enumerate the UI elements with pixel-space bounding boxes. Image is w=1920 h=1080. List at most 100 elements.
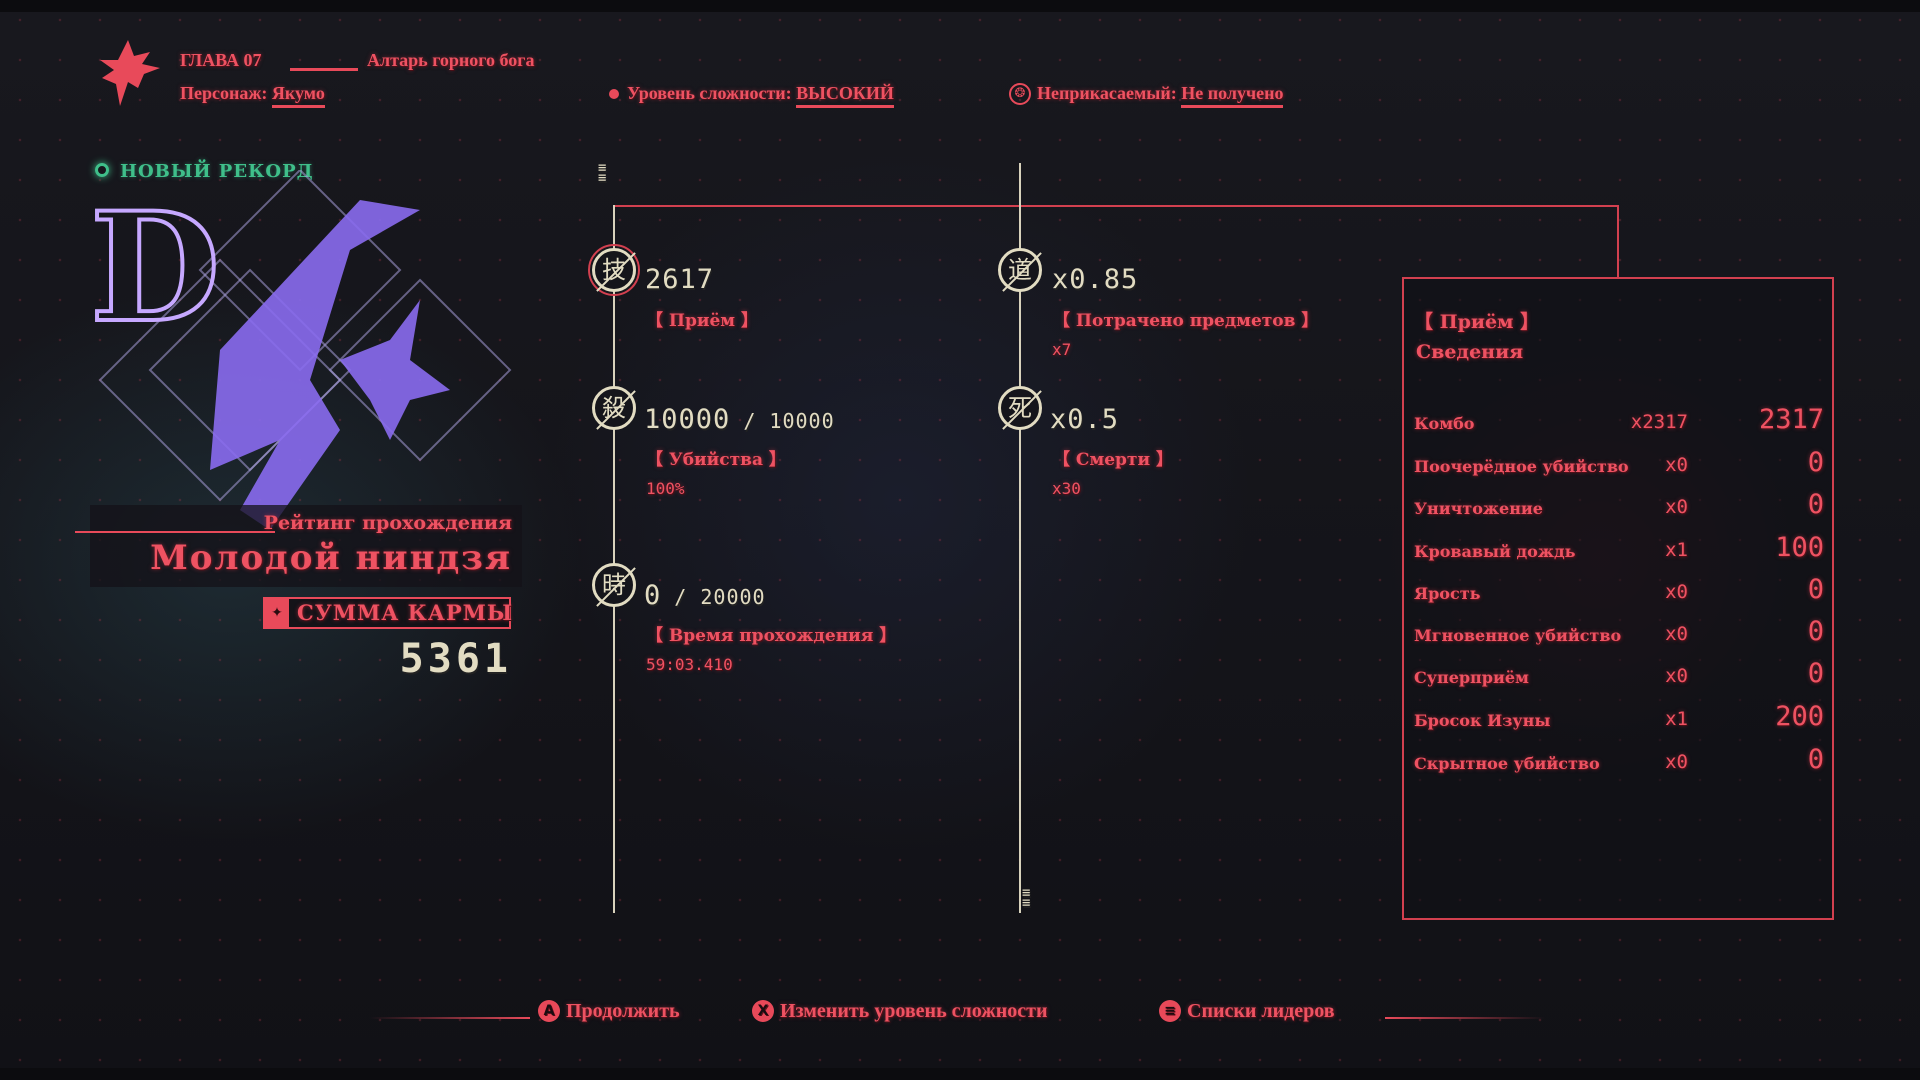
stats-column-line-right [1019,163,1021,913]
detail-row: Бросок Изуны x1 200 [1414,701,1824,732]
detail-value: 2317 [1758,404,1824,435]
detail-row: Поочерёдное убийство x0 0 [1414,447,1824,478]
detail-name: Скрытное убийство [1414,754,1600,773]
kills-value: 10000 [644,404,731,435]
time-max: 20000 [700,585,766,609]
time-label-text: Время прохождения [668,626,874,646]
detail-row: Ярость x0 0 [1414,574,1824,605]
character-label: Персонаж: [180,83,268,103]
bottom-frame [0,1068,1920,1080]
untouchable-value: Не получено [1181,83,1284,108]
items-kanji-icon: 道 [998,248,1042,292]
character-name: Якумо [271,83,325,108]
items-count: x7 [1052,340,1072,359]
detail-value: 0 [1807,447,1824,478]
continue-button[interactable]: A Продолжить [538,1000,680,1023]
detail-row: Комбо x2317 2317 [1414,404,1824,435]
footer-line-left [370,1017,530,1019]
glyph-marker-icon: ≡ ≡ [598,160,607,186]
deaths-label: 【 Смерти 】 [1053,450,1173,470]
rank-letter-d: D [90,180,220,356]
details-title: 【 Приём 】 [1414,311,1540,333]
kills-percent: 100% [646,479,685,498]
deaths-label-text: Смерти [1075,450,1151,470]
kills-score: 10000 / 10000 [644,404,835,435]
stats-column-line-left [613,205,615,913]
top-frame [0,0,1920,12]
time-kanji-icon: 時 [592,563,636,607]
shuriken-icon [340,300,450,440]
detail-name: Бросок Изуны [1414,711,1551,730]
karma-label: СУММА КАРМЫ [297,600,514,625]
detail-row: Суперприём x0 0 [1414,658,1824,689]
karma-total: 5361 [399,636,512,682]
detail-value: 0 [1807,574,1824,605]
new-record-icon [95,163,109,177]
detail-name: Ярость [1414,584,1481,603]
chapter-number: ГЛАВА 07 [180,50,262,70]
difficulty-label: Уровень сложности: [627,83,792,103]
technique-label: 【 Приём 】 [646,311,758,331]
detail-mult: x1 [1665,708,1688,730]
items-label: 【 Потрачено предметов 】 [1053,311,1319,331]
top-connector-line [614,205,1618,207]
detail-mult: x0 [1665,751,1688,773]
detail-value: 0 [1807,489,1824,520]
details-panel: 【 Приём 】 Сведения Комбо x2317 2317 Поочер… [1402,277,1834,920]
chapter-divider [290,68,358,71]
deaths-multiplier: x0.5 [1050,404,1120,435]
deaths-count: x30 [1052,479,1081,498]
detail-row: Уничтожение x0 0 [1414,489,1824,520]
leaderboards-label: Списки лидеров [1187,1000,1335,1022]
technique-score: 2617 [645,264,715,295]
menu-button-icon: ≡ [1159,1000,1181,1022]
kills-label-text: Убийства [668,450,763,470]
continue-label: Продолжить [566,1000,680,1022]
time-label: 【 Время прохождения 】 [646,626,897,646]
deaths-kanji-icon: 死 [998,386,1042,430]
rating-value: Молодой ниндзя [150,538,512,578]
kills-kanji-icon: 殺 [592,386,636,430]
footer-line-right [1385,1017,1545,1019]
items-label-text: Потрачено предметов [1075,311,1296,331]
detail-value: 200 [1775,701,1824,732]
time-score: 0 / 20000 [644,580,766,611]
change-difficulty-label: Изменить уровень сложности [780,1000,1048,1022]
detail-mult: x0 [1665,623,1688,645]
details-title-text: Приём [1439,311,1514,333]
panel-connector-line [1617,205,1619,277]
detail-mult: x0 [1665,454,1688,476]
leaderboards-button[interactable]: ≡ Списки лидеров [1159,1000,1335,1023]
detail-name: Уничтожение [1414,499,1543,518]
untouchable-label: Неприкасаемый: [1037,83,1177,103]
detail-name: Комбо [1414,414,1475,433]
character-info: Персонаж: Якумо [180,83,325,108]
details-subtitle: Сведения [1416,341,1524,363]
detail-row: Кровавый дождь x1 100 [1414,532,1824,563]
change-difficulty-button[interactable]: X Изменить уровень сложности [752,1000,1048,1023]
rating-box [90,505,522,587]
clan-bird-logo-icon [100,40,160,106]
detail-mult: x1 [1665,539,1688,561]
technique-label-text: Приём [668,311,736,331]
time-value: 0 [644,580,662,611]
detail-name: Суперприём [1414,668,1529,687]
stage-name: Алтарь горного бога [367,50,535,70]
items-multiplier: x0.85 [1052,264,1139,295]
kills-label: 【 Убийства 】 [646,450,786,470]
untouchable-tomoe-icon: ❂ [1009,83,1031,105]
shuriken-icon: ✦ [265,599,289,627]
technique-kanji-icon: 技 [588,244,640,296]
detail-mult: x0 [1665,581,1688,603]
karma-label-box: ✦ СУММА КАРМЫ [263,597,514,629]
detail-name: Кровавый дождь [1414,542,1576,561]
difficulty-info: Уровень сложности: ВЫСОКИЙ [627,83,894,108]
glyph-marker-icon: ≡ ≡ [1022,885,1031,911]
detail-name: Поочерёдное убийство [1414,457,1629,476]
detail-row: Скрытное убийство x0 0 [1414,744,1824,775]
kills-max: 10000 [769,409,835,433]
rating-label: Рейтинг прохождения [263,512,512,534]
rank-emblem: D [90,170,512,530]
difficulty-value: ВЫСОКИЙ [796,83,894,108]
clear-time: 59:03.410 [646,655,733,674]
